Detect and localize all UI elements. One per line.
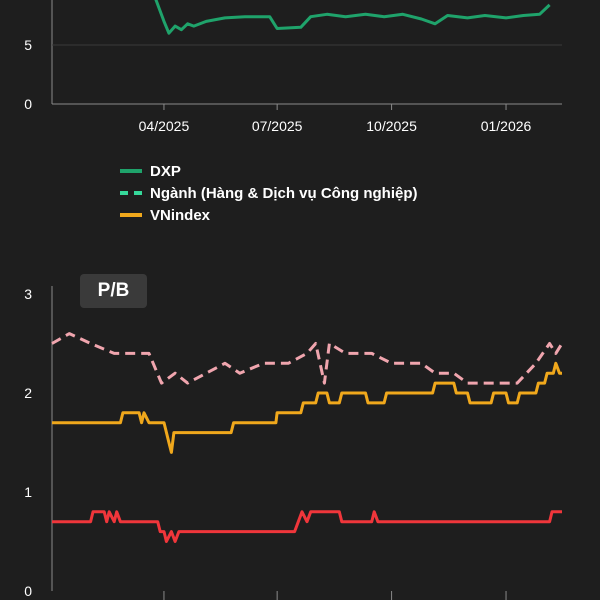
series-line-0 <box>154 0 551 35</box>
legend-label-industry: Ngành (Hàng & Dịch vụ Công nghiệp) <box>150 184 418 202</box>
y-tick-label: 2 <box>24 385 32 401</box>
upper-chart: 0 5 04/2025 07/2025 10/2025 01/2026 <box>24 0 562 134</box>
x-tick-label: 04/2025 <box>139 118 190 134</box>
y-tick-label: 0 <box>24 583 32 599</box>
x-tick-label: 10/2025 <box>366 118 417 134</box>
y-tick-label: 1 <box>24 484 32 500</box>
pb-chart-title: P/B <box>80 274 147 308</box>
chart-legend: DXP Ngành (Hàng & Dịch vụ Công nghiệp) V… <box>120 160 417 226</box>
series-line-0 <box>52 510 562 543</box>
pb-chart: 0 1 2 3 <box>24 286 564 600</box>
legend-item-industry[interactable]: Ngành (Hàng & Dịch vụ Công nghiệp) <box>120 182 417 204</box>
legend-label-vnindex: VNindex <box>150 206 211 224</box>
legend-swatch-vnindex <box>120 213 142 217</box>
y-tick-label: 5 <box>24 37 32 53</box>
legend-swatch-dxp <box>120 169 142 173</box>
series-line-2 <box>52 361 562 454</box>
legend-label-dxp: DXP <box>150 162 181 180</box>
legend-swatch-industry <box>120 191 142 195</box>
legend-item-vnindex[interactable]: VNindex <box>120 204 417 226</box>
legend-item-dxp[interactable]: DXP <box>120 160 417 182</box>
y-tick-label: 0 <box>24 96 32 112</box>
x-tick-label: 07/2025 <box>252 118 303 134</box>
y-tick-label: 3 <box>24 286 32 302</box>
series-line-1 <box>51 332 564 385</box>
x-tick-label: 01/2026 <box>481 118 532 134</box>
